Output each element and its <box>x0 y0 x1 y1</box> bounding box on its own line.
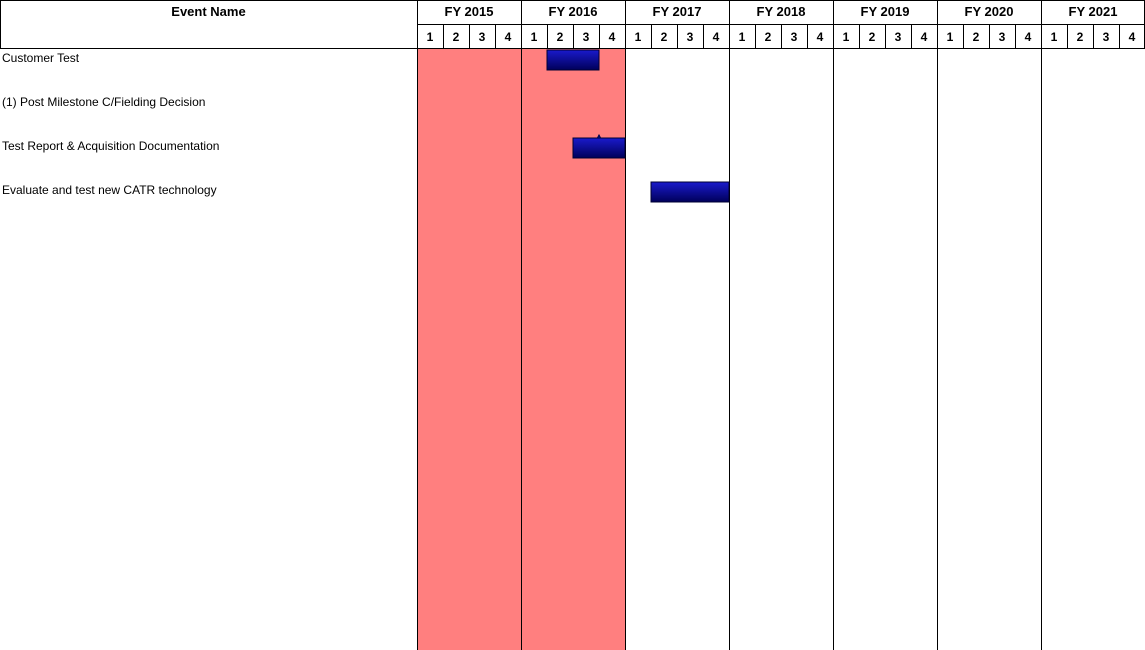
fiscal-year-label: FY 2016 <box>549 4 598 19</box>
quarter-label: 3 <box>1103 30 1110 44</box>
quarter-label: 3 <box>479 30 486 44</box>
quarter-label: 4 <box>921 30 928 44</box>
quarter-label: 3 <box>583 30 590 44</box>
quarter-label: 1 <box>531 30 538 44</box>
quarter-label: 2 <box>1077 30 1084 44</box>
quarter-label: 1 <box>1051 30 1058 44</box>
fiscal-year-label: FY 2015 <box>445 4 494 19</box>
quarter-label: 4 <box>1025 30 1032 44</box>
quarter-label: 2 <box>661 30 668 44</box>
quarter-label: 2 <box>557 30 564 44</box>
task-label: (1) Post Milestone C/Fielding Decision <box>2 95 205 109</box>
quarter-label: 1 <box>427 30 434 44</box>
task-label: Evaluate and test new CATR technology <box>2 183 217 197</box>
quarter-label: 4 <box>505 30 512 44</box>
quarter-label: 4 <box>817 30 824 44</box>
quarter-label: 2 <box>453 30 460 44</box>
quarter-label: 4 <box>713 30 720 44</box>
task-label: Customer Test <box>2 51 80 65</box>
quarter-label: 2 <box>973 30 980 44</box>
task-bar <box>546 49 600 71</box>
fiscal-year-label: FY 2020 <box>965 4 1014 19</box>
quarter-label: 1 <box>947 30 954 44</box>
event-name-header: Event Name <box>171 4 245 19</box>
quarter-label: 3 <box>895 30 902 44</box>
quarter-label: 2 <box>765 30 772 44</box>
task-bar <box>650 181 730 203</box>
quarter-label: 1 <box>739 30 746 44</box>
quarter-label: 1 <box>635 30 642 44</box>
task-bar <box>572 137 626 159</box>
quarter-label: 3 <box>687 30 694 44</box>
fiscal-year-label: FY 2019 <box>861 4 910 19</box>
quarter-label: 1 <box>843 30 850 44</box>
fiscal-year-label: FY 2017 <box>653 4 702 19</box>
quarter-label: 4 <box>609 30 616 44</box>
quarter-label: 2 <box>869 30 876 44</box>
quarter-label: 4 <box>1129 30 1136 44</box>
fiscal-year-label: FY 2021 <box>1069 4 1118 19</box>
quarter-label: 3 <box>999 30 1006 44</box>
task-label: Test Report & Acquisition Documentation <box>2 139 219 153</box>
quarter-label: 3 <box>791 30 798 44</box>
fiscal-year-label: FY 2018 <box>757 4 806 19</box>
